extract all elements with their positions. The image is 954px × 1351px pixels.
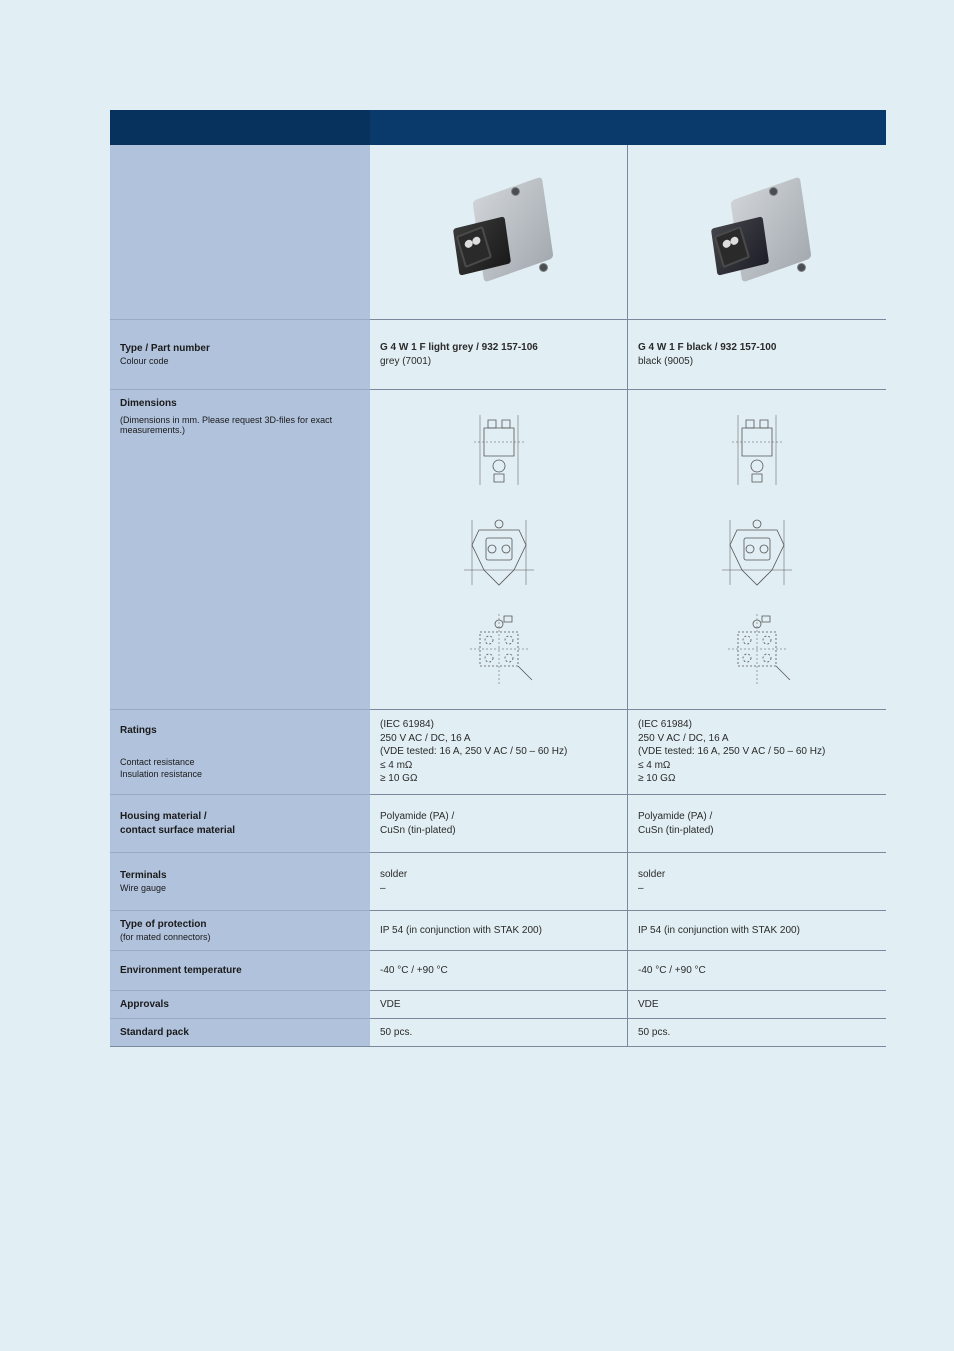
product-ratings-0: (IEC 61984) 250 V AC / DC, 16 A (VDE tes… [370, 710, 627, 795]
product-terminals-0: solder – [370, 853, 627, 911]
housing-line1: Polyamide (PA) / [380, 810, 617, 824]
drawing-top-view-icon [702, 410, 812, 490]
label-ratings-text: Ratings [120, 724, 360, 738]
product-protection-0: IP 54 (in conjunction with STAK 200) [370, 911, 627, 951]
label-pack: Standard pack [110, 1019, 370, 1047]
product-photo-1 [628, 145, 886, 320]
product-terminals-1: solder – [628, 853, 886, 911]
ratings-ac: 250 V AC / DC, 16 A [638, 732, 876, 746]
approvals-value: VDE [638, 999, 876, 1010]
drawing-top-view-icon [444, 410, 554, 490]
label-ratings-sub1: Contact resistance [120, 756, 360, 768]
ratings-vde: (VDE tested: 16 A, 250 V AC / 50 – 60 Hz… [638, 745, 876, 759]
temp-value: -40 °C / +90 °C [638, 965, 876, 976]
page-container: Type / Part number Colour code Dimension… [110, 110, 886, 1131]
label-approvals: Approvals [110, 991, 370, 1019]
product-pack-1: 50 pcs. [628, 1019, 886, 1047]
drawing-panel-cutout-icon [702, 610, 812, 690]
connector-photo-icon [702, 185, 812, 280]
product-title-1: G 4 W 1 F black / 932 157-100 black (900… [628, 320, 886, 390]
product-dims-1 [628, 390, 886, 710]
label-housing-text2: contact surface material [120, 824, 360, 838]
ratings-vde: (VDE tested: 16 A, 250 V AC / 50 – 60 Hz… [380, 745, 617, 759]
label-temp-text: Environment temperature [120, 965, 360, 976]
label-housing-text1: Housing material / [120, 810, 360, 824]
product-approvals-1: VDE [628, 991, 886, 1019]
product-title-text: G 4 W 1 F light grey / 932 157-106 [380, 341, 617, 355]
product-dims-0 [370, 390, 627, 710]
product-title-text: G 4 W 1 F black / 932 157-100 [638, 341, 876, 355]
label-housing: Housing material / contact surface mater… [110, 795, 370, 853]
label-type-sub: Colour code [120, 355, 360, 367]
technical-drawings [444, 410, 554, 690]
label-type-text: Type / Part number [120, 342, 360, 356]
ratings-iec: (IEC 61984) [380, 718, 617, 732]
terminals-wire: – [380, 882, 617, 896]
top-bar [110, 110, 886, 145]
data-columns: G 4 W 1 F light grey / 932 157-106 grey … [370, 145, 886, 1047]
drawing-face-view-icon [444, 510, 554, 590]
pack-value: 50 pcs. [380, 1027, 617, 1038]
terminals-value: solder [638, 868, 876, 882]
ratings-ins: ≥ 10 GΩ [638, 772, 876, 786]
product-colour: black (9005) [638, 355, 876, 369]
terminals-value: solder [380, 868, 617, 882]
product-ratings-1: (IEC 61984) 250 V AC / DC, 16 A (VDE tes… [628, 710, 886, 795]
pack-value: 50 pcs. [638, 1027, 876, 1038]
housing-line2: CuSn (tin-plated) [638, 824, 876, 838]
technical-drawings [702, 410, 812, 690]
product-column-1: G 4 W 1 F black / 932 157-100 black (900… [628, 145, 886, 1047]
label-temp: Environment temperature [110, 951, 370, 991]
label-photo-spacer [110, 145, 370, 320]
product-photo-0 [370, 145, 627, 320]
label-type: Type / Part number Colour code [110, 320, 370, 390]
product-column-0: G 4 W 1 F light grey / 932 157-106 grey … [370, 145, 628, 1047]
product-temp-0: -40 °C / +90 °C [370, 951, 627, 991]
terminals-wire: – [638, 882, 876, 896]
product-approvals-0: VDE [370, 991, 627, 1019]
label-column: Type / Part number Colour code Dimension… [110, 145, 370, 1047]
label-terminals-text: Terminals [120, 869, 360, 883]
label-terminals-sub: Wire gauge [120, 882, 360, 894]
label-ratings-sub2: Insulation resistance [120, 768, 360, 780]
ratings-res: ≤ 4 mΩ [638, 759, 876, 773]
product-temp-1: -40 °C / +90 °C [628, 951, 886, 991]
product-pack-0: 50 pcs. [370, 1019, 627, 1047]
drawing-panel-cutout-icon [444, 610, 554, 690]
label-dimensions-sub: (Dimensions in mm. Please request 3D-fil… [120, 415, 340, 435]
label-protection-sub: (for mated connectors) [120, 931, 360, 943]
label-dimensions: Dimensions (Dimensions in mm. Please req… [110, 390, 370, 710]
label-protection: Type of protection (for mated connectors… [110, 911, 370, 951]
label-approvals-text: Approvals [120, 999, 360, 1010]
content-grid: Type / Part number Colour code Dimension… [110, 145, 886, 1047]
housing-line1: Polyamide (PA) / [638, 810, 876, 824]
ratings-ac: 250 V AC / DC, 16 A [380, 732, 617, 746]
product-housing-0: Polyamide (PA) / CuSn (tin-plated) [370, 795, 627, 853]
housing-line2: CuSn (tin-plated) [380, 824, 617, 838]
product-colour: grey (7001) [380, 355, 617, 369]
ratings-ins: ≥ 10 GΩ [380, 772, 617, 786]
protection-value: IP 54 (in conjunction with STAK 200) [380, 925, 617, 936]
label-pack-text: Standard pack [120, 1027, 360, 1038]
top-bar-left [110, 110, 370, 145]
ratings-iec: (IEC 61984) [638, 718, 876, 732]
ratings-res: ≤ 4 mΩ [380, 759, 617, 773]
approvals-value: VDE [380, 999, 617, 1010]
protection-value: IP 54 (in conjunction with STAK 200) [638, 925, 876, 936]
drawing-face-view-icon [702, 510, 812, 590]
label-dimensions-text: Dimensions [120, 398, 177, 409]
connector-photo-icon [444, 185, 554, 280]
temp-value: -40 °C / +90 °C [380, 965, 617, 976]
label-terminals: Terminals Wire gauge [110, 853, 370, 911]
label-protection-text: Type of protection [120, 918, 360, 932]
product-title-0: G 4 W 1 F light grey / 932 157-106 grey … [370, 320, 627, 390]
product-protection-1: IP 54 (in conjunction with STAK 200) [628, 911, 886, 951]
label-ratings: Ratings Contact resistance Insulation re… [110, 710, 370, 795]
product-housing-1: Polyamide (PA) / CuSn (tin-plated) [628, 795, 886, 853]
